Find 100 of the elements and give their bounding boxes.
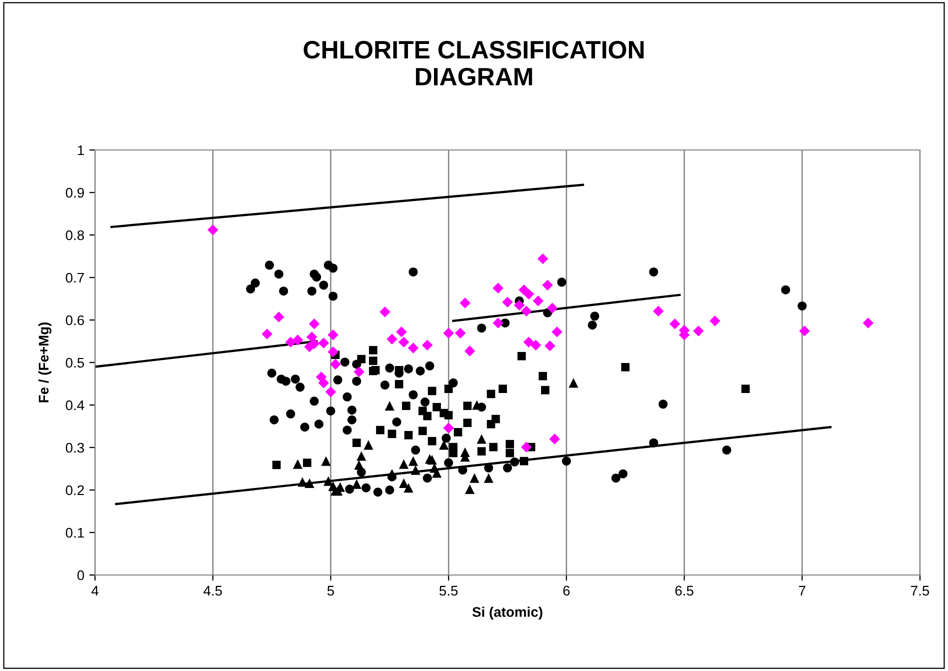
x-tick-label: 7 bbox=[798, 586, 806, 596]
point bbox=[520, 442, 532, 452]
point bbox=[394, 366, 404, 374]
point bbox=[306, 332, 318, 342]
y-tick-label: 0.7 bbox=[66, 272, 84, 283]
x-tick-label: 7.5 bbox=[911, 586, 930, 596]
point bbox=[380, 306, 390, 318]
y-tick-label: 1 bbox=[78, 145, 84, 156]
y-tick-label: 0.4 bbox=[66, 400, 84, 410]
point bbox=[325, 386, 336, 398]
point bbox=[538, 372, 548, 380]
point bbox=[272, 460, 281, 470]
point bbox=[357, 354, 366, 364]
point bbox=[506, 440, 514, 448]
point bbox=[308, 318, 320, 330]
point bbox=[523, 336, 534, 348]
point bbox=[384, 401, 394, 411]
point bbox=[402, 402, 410, 410]
x-tick-label: 4.5 bbox=[204, 586, 222, 596]
point bbox=[693, 326, 704, 336]
point bbox=[356, 451, 366, 461]
point bbox=[520, 306, 532, 316]
point bbox=[652, 306, 664, 316]
point bbox=[330, 358, 341, 370]
y-tick-label: 0 bbox=[77, 570, 84, 580]
point bbox=[443, 422, 454, 434]
point bbox=[492, 282, 504, 294]
point bbox=[514, 300, 525, 311]
point bbox=[328, 346, 338, 358]
point bbox=[427, 455, 437, 465]
point bbox=[292, 459, 303, 469]
point bbox=[398, 478, 409, 488]
y-tick-label: 0.3 bbox=[66, 442, 84, 453]
point bbox=[542, 280, 553, 291]
point bbox=[460, 298, 470, 308]
point bbox=[408, 456, 418, 466]
point bbox=[470, 473, 480, 483]
x-tick-label: 6.5 bbox=[675, 586, 694, 596]
point bbox=[352, 479, 362, 489]
point bbox=[502, 296, 513, 308]
point bbox=[396, 326, 407, 338]
point bbox=[354, 460, 364, 470]
point bbox=[477, 447, 486, 456]
point bbox=[398, 459, 409, 469]
point bbox=[387, 469, 397, 479]
point bbox=[463, 402, 472, 410]
x-tick-label: 5 bbox=[327, 586, 334, 596]
point bbox=[444, 411, 453, 420]
point bbox=[324, 476, 334, 486]
y-tick-label: 0.2 bbox=[66, 485, 84, 496]
point bbox=[439, 440, 449, 450]
point bbox=[710, 315, 720, 326]
point bbox=[404, 483, 414, 493]
point bbox=[544, 340, 556, 352]
point bbox=[376, 426, 384, 434]
point bbox=[669, 318, 680, 330]
point bbox=[428, 436, 436, 446]
y-tick-label: 0.5 bbox=[66, 358, 84, 368]
point bbox=[549, 434, 560, 444]
point bbox=[304, 341, 315, 352]
point bbox=[332, 486, 343, 496]
point bbox=[486, 420, 496, 428]
point bbox=[298, 477, 308, 487]
point bbox=[464, 346, 476, 356]
point bbox=[428, 386, 436, 396]
point bbox=[530, 340, 542, 350]
point bbox=[368, 356, 378, 365]
point bbox=[449, 448, 458, 458]
point bbox=[207, 224, 218, 236]
point bbox=[418, 426, 427, 436]
point bbox=[423, 412, 432, 420]
point bbox=[432, 402, 441, 412]
point bbox=[568, 378, 578, 388]
point bbox=[262, 328, 272, 340]
point bbox=[273, 312, 284, 322]
chart-title: CHLORITE CLASSIFICATION DIAGRAM bbox=[304, 40, 644, 86]
point bbox=[352, 438, 361, 447]
point bbox=[476, 434, 486, 444]
point bbox=[354, 366, 364, 378]
point bbox=[444, 384, 453, 394]
y-tick-label: 0.8 bbox=[66, 230, 84, 240]
point bbox=[318, 338, 330, 348]
x-tick-label: 4 bbox=[91, 586, 98, 596]
point bbox=[321, 456, 331, 466]
point bbox=[463, 418, 472, 428]
point bbox=[492, 318, 504, 328]
point bbox=[364, 440, 374, 450]
point bbox=[368, 346, 378, 354]
point bbox=[532, 295, 544, 306]
point bbox=[517, 352, 526, 360]
point bbox=[486, 390, 496, 398]
point bbox=[408, 342, 419, 354]
point bbox=[304, 478, 314, 488]
point bbox=[546, 302, 558, 314]
x-tick-label: 6 bbox=[563, 586, 570, 596]
point bbox=[506, 448, 514, 458]
point bbox=[862, 318, 874, 328]
point bbox=[621, 363, 630, 372]
point bbox=[523, 288, 534, 300]
point bbox=[454, 428, 462, 436]
